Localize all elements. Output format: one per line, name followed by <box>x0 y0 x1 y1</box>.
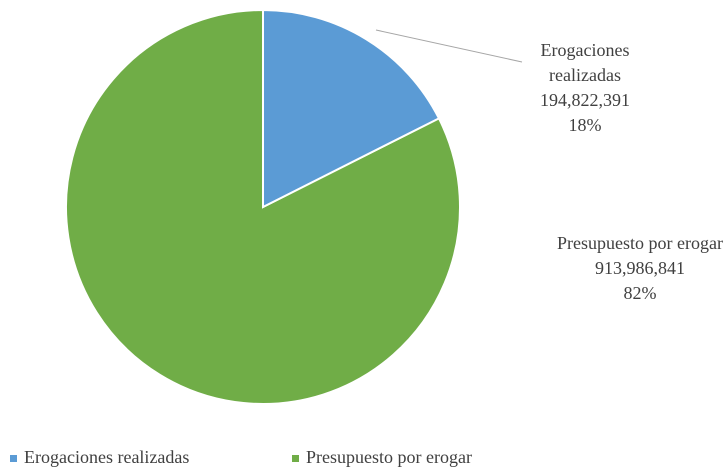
legend-item: Erogaciones realizadas <box>10 447 189 468</box>
label-percent: 82% <box>623 283 657 303</box>
label-value: 194,822,391 <box>540 90 630 110</box>
label-name: Presupuesto por erogar <box>557 233 723 253</box>
pie-slice <box>65 8 461 405</box>
legend-swatch <box>10 455 17 463</box>
legend-text: Presupuesto por erogar <box>306 447 472 467</box>
pie-slice <box>262 8 441 209</box>
label-percent: 18% <box>568 115 602 135</box>
legend-item: Presupuesto por erogar <box>292 447 472 468</box>
leader-line <box>375 29 523 63</box>
label-value: 913,986,841 <box>595 258 685 278</box>
legend-swatch <box>292 455 299 463</box>
label-name: Erogaciones realizadas <box>540 40 630 85</box>
legend-text: Erogaciones realizadas <box>24 447 190 467</box>
data-label: Erogaciones realizadas 194,822,391 18% <box>510 38 660 138</box>
data-label: Presupuesto por erogar 913,986,841 82% <box>555 231 725 306</box>
